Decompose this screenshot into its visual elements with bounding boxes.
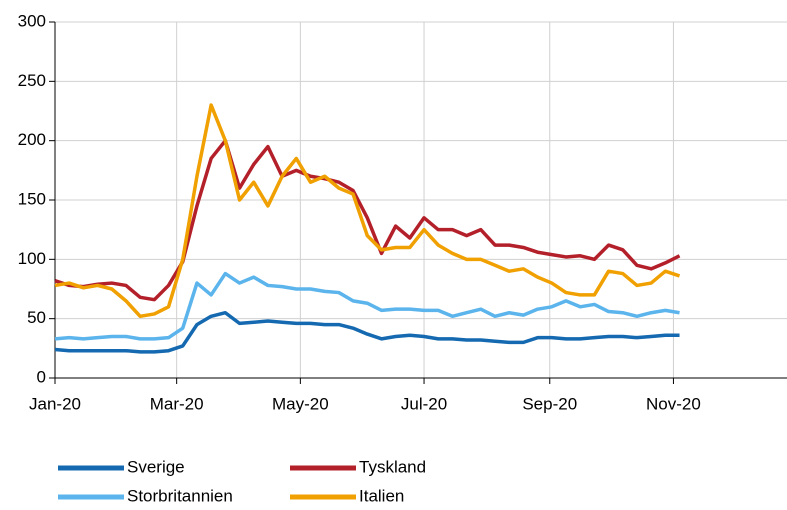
y-tick-label: 100	[18, 249, 46, 268]
x-tick-label: Jan-20	[29, 394, 81, 413]
legend-label: Storbritannien	[127, 486, 233, 505]
series-line	[54, 138, 681, 302]
series-line	[54, 271, 680, 341]
y-tick-label: 50	[27, 308, 46, 327]
y-tick-label: 200	[18, 130, 46, 149]
legend-label: Italien	[359, 486, 404, 505]
x-tick-label: Nov-20	[646, 394, 701, 413]
series-line	[54, 103, 681, 319]
y-tick-label: 250	[18, 71, 46, 90]
x-tick-label: Mar-20	[150, 394, 204, 413]
legend-label: Tyskland	[359, 457, 426, 476]
x-tick-label: Jul-20	[401, 394, 447, 413]
y-tick-label: 150	[18, 189, 46, 208]
x-tick-label: Sep-20	[522, 394, 577, 413]
x-tick-label: May-20	[272, 394, 329, 413]
y-tick-label: 0	[37, 367, 46, 386]
series-line	[54, 310, 680, 354]
y-tick-label: 300	[18, 11, 46, 30]
legend-label: Sverige	[127, 457, 185, 476]
